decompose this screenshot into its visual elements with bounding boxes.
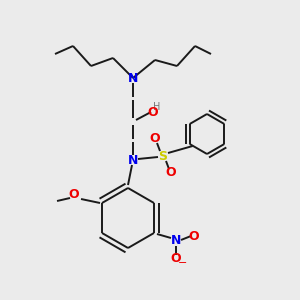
Text: O: O (171, 251, 181, 265)
Text: O: O (189, 230, 199, 242)
Text: N: N (128, 71, 138, 85)
Text: −: − (178, 258, 188, 268)
Text: O: O (148, 106, 158, 118)
Text: N: N (128, 154, 138, 166)
Text: O: O (150, 133, 160, 146)
Text: N: N (171, 235, 181, 248)
Text: S: S (158, 149, 167, 163)
Text: H: H (153, 102, 161, 112)
Text: O: O (166, 167, 176, 179)
Text: O: O (69, 188, 79, 202)
